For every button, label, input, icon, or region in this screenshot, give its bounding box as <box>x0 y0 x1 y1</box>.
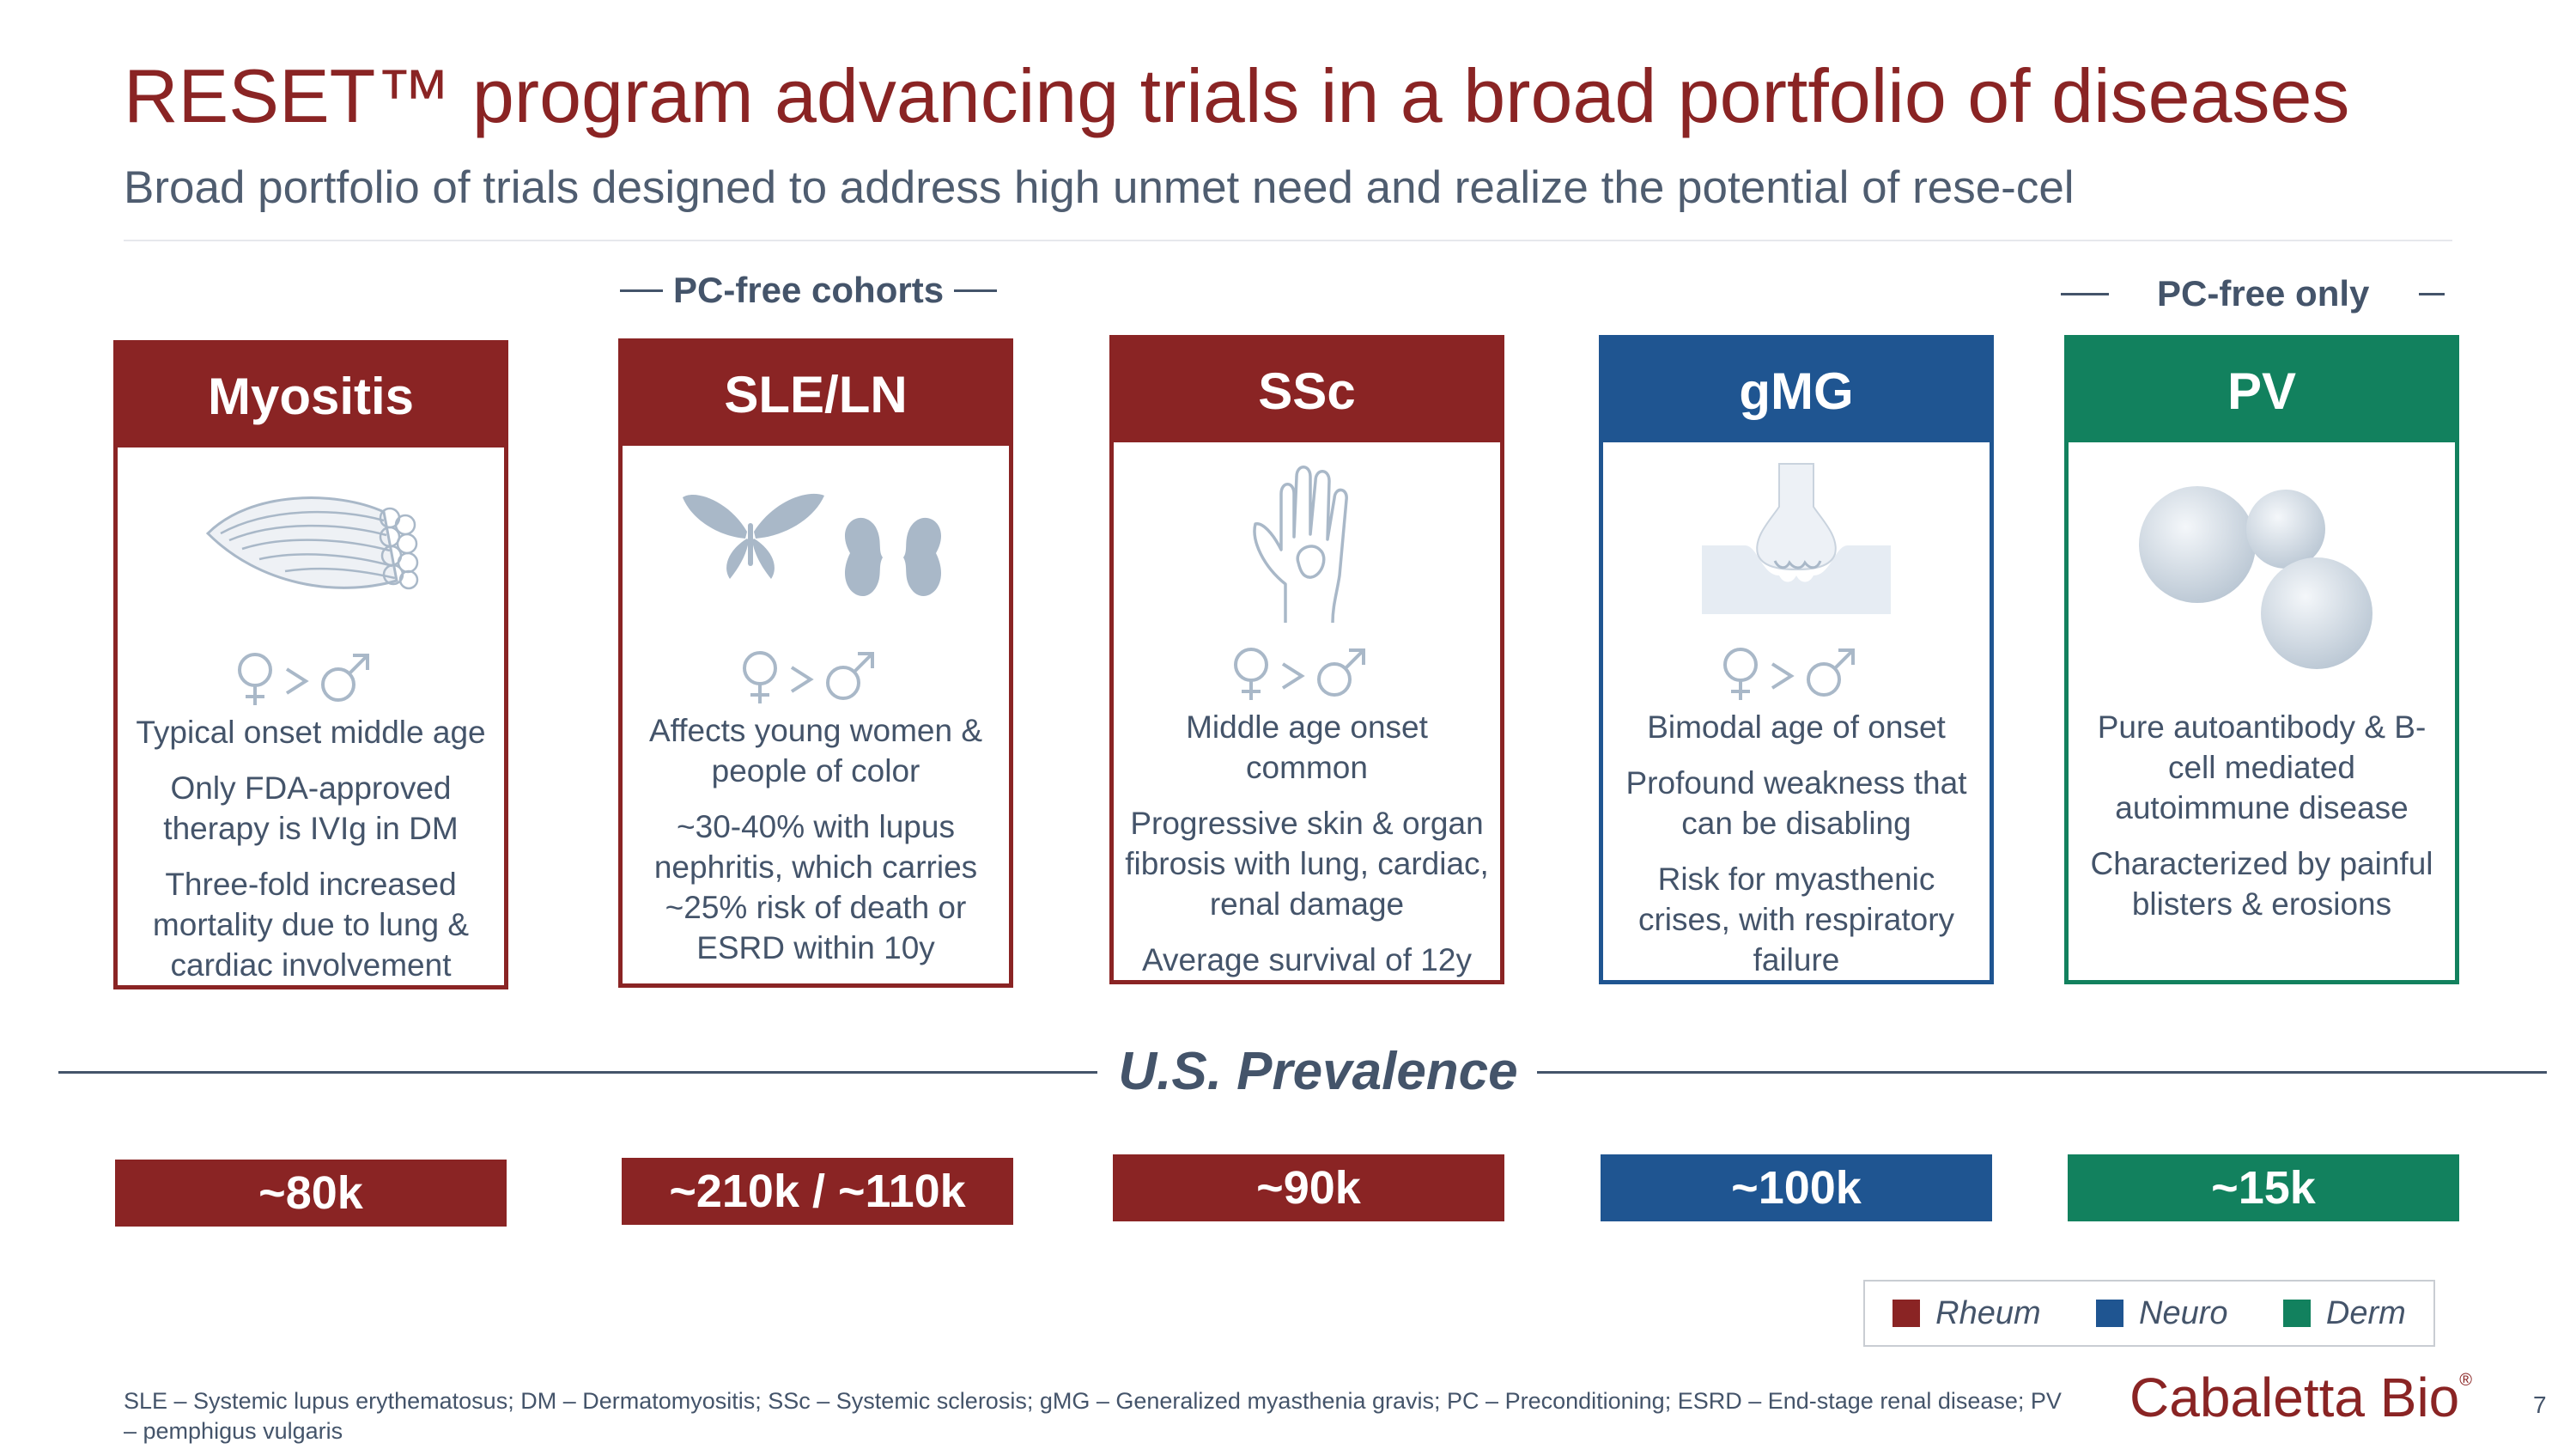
bullet: Affects young women & people of color <box>648 713 983 788</box>
group-label-text: PC-free only <box>2157 273 2370 314</box>
prevalence-ssc: ~90k <box>1113 1154 1504 1221</box>
bullet: Risk for myasthenic crises, with respira… <box>1637 861 1955 977</box>
page-number: 7 <box>2533 1391 2547 1418</box>
disease-card-myositis: Myositis Typical onset middl <box>113 340 508 989</box>
card-title: PV <box>2069 339 2455 442</box>
legend-item-rheum: Rheum <box>1893 1295 2041 1332</box>
gender-ratio-icon <box>1603 640 1990 707</box>
butterfly-kidney-icon <box>623 446 1009 643</box>
bullet: Middle age onset common <box>1186 709 1428 785</box>
logo-text: Cabaletta Bio <box>2129 1367 2460 1428</box>
group-label-pc-free-only: PC-free only <box>2061 270 2445 318</box>
dash <box>2061 292 2109 295</box>
card-title: gMG <box>1603 339 1990 442</box>
legend-label: Derm <box>2325 1294 2406 1331</box>
hand-icon <box>1114 442 1500 640</box>
disease-card-pv: PV Pure autoantibody & B-cell mediated a… <box>2064 335 2459 984</box>
card-title: Myositis <box>118 344 504 447</box>
legend-item-neuro: Neuro <box>2096 1295 2228 1332</box>
legend-item-derm: Derm <box>2282 1294 2406 1332</box>
company-logo: Cabaletta Bio® <box>2129 1366 2472 1429</box>
card-title: SSc <box>1114 339 1500 442</box>
gender-ratio-icon <box>623 643 1009 710</box>
registered-mark: ® <box>2459 1371 2472 1390</box>
card-bullets: Pure autoantibody & B-cell mediated auto… <box>2069 707 2455 924</box>
disease-card-gmg: gMG Bimodal age of onset Profound weakne… <box>1599 335 1994 984</box>
synapse-icon <box>1603 442 1990 640</box>
bullet: Profound weakness that can be disabling <box>1625 765 1967 841</box>
legend-swatch <box>1893 1300 1921 1327</box>
dash <box>620 289 663 292</box>
dash <box>954 289 998 292</box>
bullet: Pure autoantibody & B-cell mediated auto… <box>2097 709 2427 825</box>
card-bullets: Bimodal age of onset Profound weakness t… <box>1603 707 1990 980</box>
group-label-pc-free-cohorts: PC-free cohorts <box>620 266 998 314</box>
legend-swatch <box>2282 1300 2311 1327</box>
prevalence-gmg: ~100k <box>1601 1154 1992 1221</box>
prevalence-myositis: ~80k <box>115 1160 507 1227</box>
legend: Rheum Neuro Derm <box>1863 1280 2435 1347</box>
prevalence-heading: U.S. Prevalence <box>1118 1042 1518 1101</box>
card-title: SLE/LN <box>623 343 1009 446</box>
bullet: Only FDA-approved therapy is IVIg in DM <box>163 770 459 846</box>
legend-swatch <box>2096 1300 2124 1327</box>
prevalence-pv: ~15k <box>2068 1154 2459 1221</box>
legend-label: Rheum <box>1935 1294 2041 1331</box>
dash <box>2419 292 2445 295</box>
card-bullets: Typical onset middle age Only FDA-approv… <box>118 712 504 985</box>
prevalence-sle-ln: ~210k / ~110k <box>622 1158 1013 1225</box>
prevalence-divider-left <box>58 1071 1097 1074</box>
slide-title: RESET™ program advancing trials in a bro… <box>124 53 2350 138</box>
card-bullets: Middle age onset common Progressive skin… <box>1114 707 1500 980</box>
group-label-text: PC-free cohorts <box>673 270 945 310</box>
footnote: SLE – Systemic lupus erythematosus; DM –… <box>124 1388 2062 1444</box>
gender-ratio-icon <box>118 645 504 712</box>
disease-card-ssc: SSc Middle age onset common Progressive … <box>1109 335 1504 984</box>
card-bullets: Affects young women & people of color ~3… <box>623 710 1009 968</box>
bullet: Progressive skin & organ fibrosis with l… <box>1125 806 1489 922</box>
gender-ratio-icon <box>1114 640 1500 707</box>
legend-label: Neuro <box>2139 1294 2228 1331</box>
disease-card-sle-ln: SLE/LN Affects young women & people of c… <box>618 338 1013 988</box>
bullet: Average survival of 12y <box>1142 942 1472 977</box>
bullet: Typical onset middle age <box>136 715 486 750</box>
muscle-icon <box>118 447 504 645</box>
divider <box>124 240 2452 241</box>
bullet: Three-fold increased mortality due to lu… <box>152 867 470 983</box>
slide-subtitle: Broad portfolio of trials designed to ad… <box>124 162 2075 213</box>
prevalence-divider-right <box>1537 1071 2547 1074</box>
bullet: ~30-40% with lupus nephritis, which carr… <box>653 809 978 965</box>
cells-icon <box>2069 442 2455 707</box>
bullet: Characterized by painful blisters & eros… <box>2090 846 2433 922</box>
bullet: Bimodal age of onset <box>1647 709 1946 745</box>
